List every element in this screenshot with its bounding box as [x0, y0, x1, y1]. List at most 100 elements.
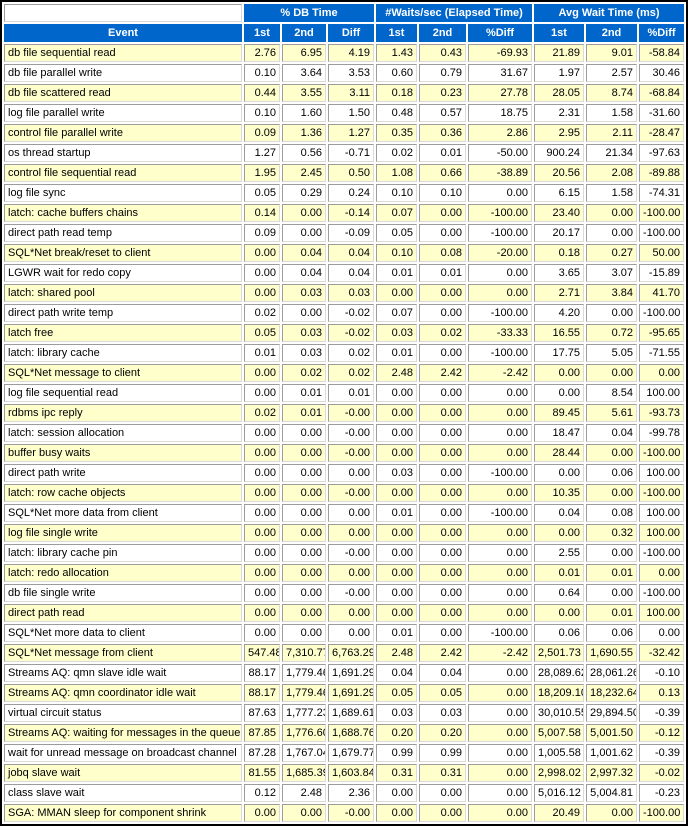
value-cell: 0.00: [282, 624, 326, 642]
value-cell: 0.00: [419, 204, 466, 222]
value-cell: 2.42: [419, 364, 466, 382]
value-cell: 0.00: [244, 584, 280, 602]
value-cell: 0.10: [419, 184, 466, 202]
value-cell: 0.00: [328, 564, 374, 582]
subheader-dbtime-diff: Diff: [328, 24, 374, 42]
value-cell: -100.00: [468, 504, 532, 522]
event-cell: db file sequential read: [4, 44, 242, 62]
value-cell: -100.00: [468, 204, 532, 222]
table-row: Streams AQ: qmn slave idle wait 88.17 1,…: [4, 664, 685, 682]
value-cell: 0.01: [586, 564, 637, 582]
value-cell: 0.01: [376, 264, 417, 282]
event-cell: Streams AQ: qmn coordinator idle wait: [4, 684, 242, 702]
value-cell: 1,685.39: [282, 764, 326, 782]
value-cell: 0.05: [244, 184, 280, 202]
value-cell: 2.86: [468, 124, 532, 142]
value-cell: 20.56: [534, 164, 584, 182]
value-cell: 2.48: [376, 644, 417, 662]
subheader-waits-2nd: 2nd: [419, 24, 466, 42]
value-cell: 0.00: [419, 484, 466, 502]
value-cell: 0.00: [244, 264, 280, 282]
value-cell: 547.48: [244, 644, 280, 662]
value-cell: 20.49: [534, 804, 584, 822]
value-cell: 0.00: [419, 384, 466, 402]
value-cell: 0.00: [282, 544, 326, 562]
wait-events-table-body: db file sequential read 2.76 6.95 4.19 1…: [4, 44, 685, 822]
value-cell: 2.48: [282, 784, 326, 802]
value-cell: -0.23: [639, 784, 685, 802]
value-cell: 28,089.62: [534, 664, 584, 682]
value-cell: 1,776.60: [282, 724, 326, 742]
table-row: direct path read temp 0.09 0.00 -0.09 0.…: [4, 224, 685, 242]
table-row: SQL*Net more data to client 0.00 0.00 0.…: [4, 624, 685, 642]
subheader-dbtime-1st: 1st: [244, 24, 280, 42]
value-cell: 1,679.77: [328, 744, 374, 762]
event-cell: rdbms ipc reply: [4, 404, 242, 422]
value-cell: 0.24: [328, 184, 374, 202]
event-cell: direct path write temp: [4, 304, 242, 322]
value-cell: 9.01: [586, 44, 637, 62]
value-cell: 3.55: [282, 84, 326, 102]
event-cell: Streams AQ: qmn slave idle wait: [4, 664, 242, 682]
value-cell: 0.00: [328, 524, 374, 542]
value-cell: 2.45: [282, 164, 326, 182]
value-cell: 4.19: [328, 44, 374, 62]
table-row: rdbms ipc reply 0.02 0.01 -0.00 0.00 0.0…: [4, 404, 685, 422]
value-cell: -33.33: [468, 324, 532, 342]
value-cell: 30,010.55: [534, 704, 584, 722]
table-row: latch: cache buffers chains 0.14 0.00 -0…: [4, 204, 685, 222]
corner-empty-cell: [4, 4, 242, 22]
value-cell: 21.34: [586, 144, 637, 162]
value-cell: 6,763.29: [328, 644, 374, 662]
value-cell: 0.00: [468, 444, 532, 462]
value-cell: -0.00: [328, 404, 374, 422]
value-cell: 28,061.26: [586, 664, 637, 682]
value-cell: 0.01: [534, 564, 584, 582]
value-cell: 0.00: [282, 224, 326, 242]
value-cell: 1.58: [586, 104, 637, 122]
value-cell: 0.00: [282, 524, 326, 542]
value-cell: 0.00: [419, 444, 466, 462]
value-cell: -28.47: [639, 124, 685, 142]
value-cell: -100.00: [639, 804, 685, 822]
value-cell: 28.44: [534, 444, 584, 462]
value-cell: 2.42: [419, 644, 466, 662]
value-cell: 1,689.61: [328, 704, 374, 722]
value-cell: -0.00: [328, 804, 374, 822]
value-cell: 1,690.55: [586, 644, 637, 662]
value-cell: 0.48: [376, 104, 417, 122]
value-cell: 0.00: [244, 444, 280, 462]
subheader-dbtime-2nd: 2nd: [282, 24, 326, 42]
value-cell: -50.00: [468, 144, 532, 162]
value-cell: -0.14: [328, 204, 374, 222]
value-cell: -100.00: [468, 304, 532, 322]
value-cell: 0.00: [468, 724, 532, 742]
value-cell: 0.01: [282, 384, 326, 402]
value-cell: 0.02: [328, 344, 374, 362]
value-cell: 2.08: [586, 164, 637, 182]
table-row: latch: row cache objects 0.00 0.00 -0.00…: [4, 484, 685, 502]
value-cell: 0.00: [586, 224, 637, 242]
value-cell: 1,767.04: [282, 744, 326, 762]
value-cell: 0.00: [468, 424, 532, 442]
value-cell: 0.03: [376, 464, 417, 482]
value-cell: 0.20: [419, 724, 466, 742]
value-cell: 0.05: [376, 224, 417, 242]
value-cell: 100.00: [639, 604, 685, 622]
value-cell: 1.97: [534, 64, 584, 82]
value-cell: 0.56: [282, 144, 326, 162]
value-cell: 0.00: [534, 384, 584, 402]
value-cell: -69.93: [468, 44, 532, 62]
value-cell: -71.55: [639, 344, 685, 362]
value-cell: -0.00: [328, 444, 374, 462]
value-cell: 3.64: [282, 64, 326, 82]
value-cell: 0.00: [244, 284, 280, 302]
event-cell: control file parallel write: [4, 124, 242, 142]
event-cell: db file single write: [4, 584, 242, 602]
value-cell: 0.03: [376, 704, 417, 722]
table-row: SQL*Net message from client 547.48 7,310…: [4, 644, 685, 662]
value-cell: 0.00: [282, 484, 326, 502]
value-cell: 1,779.46: [282, 684, 326, 702]
value-cell: 0.00: [419, 604, 466, 622]
value-cell: 0.00: [639, 564, 685, 582]
